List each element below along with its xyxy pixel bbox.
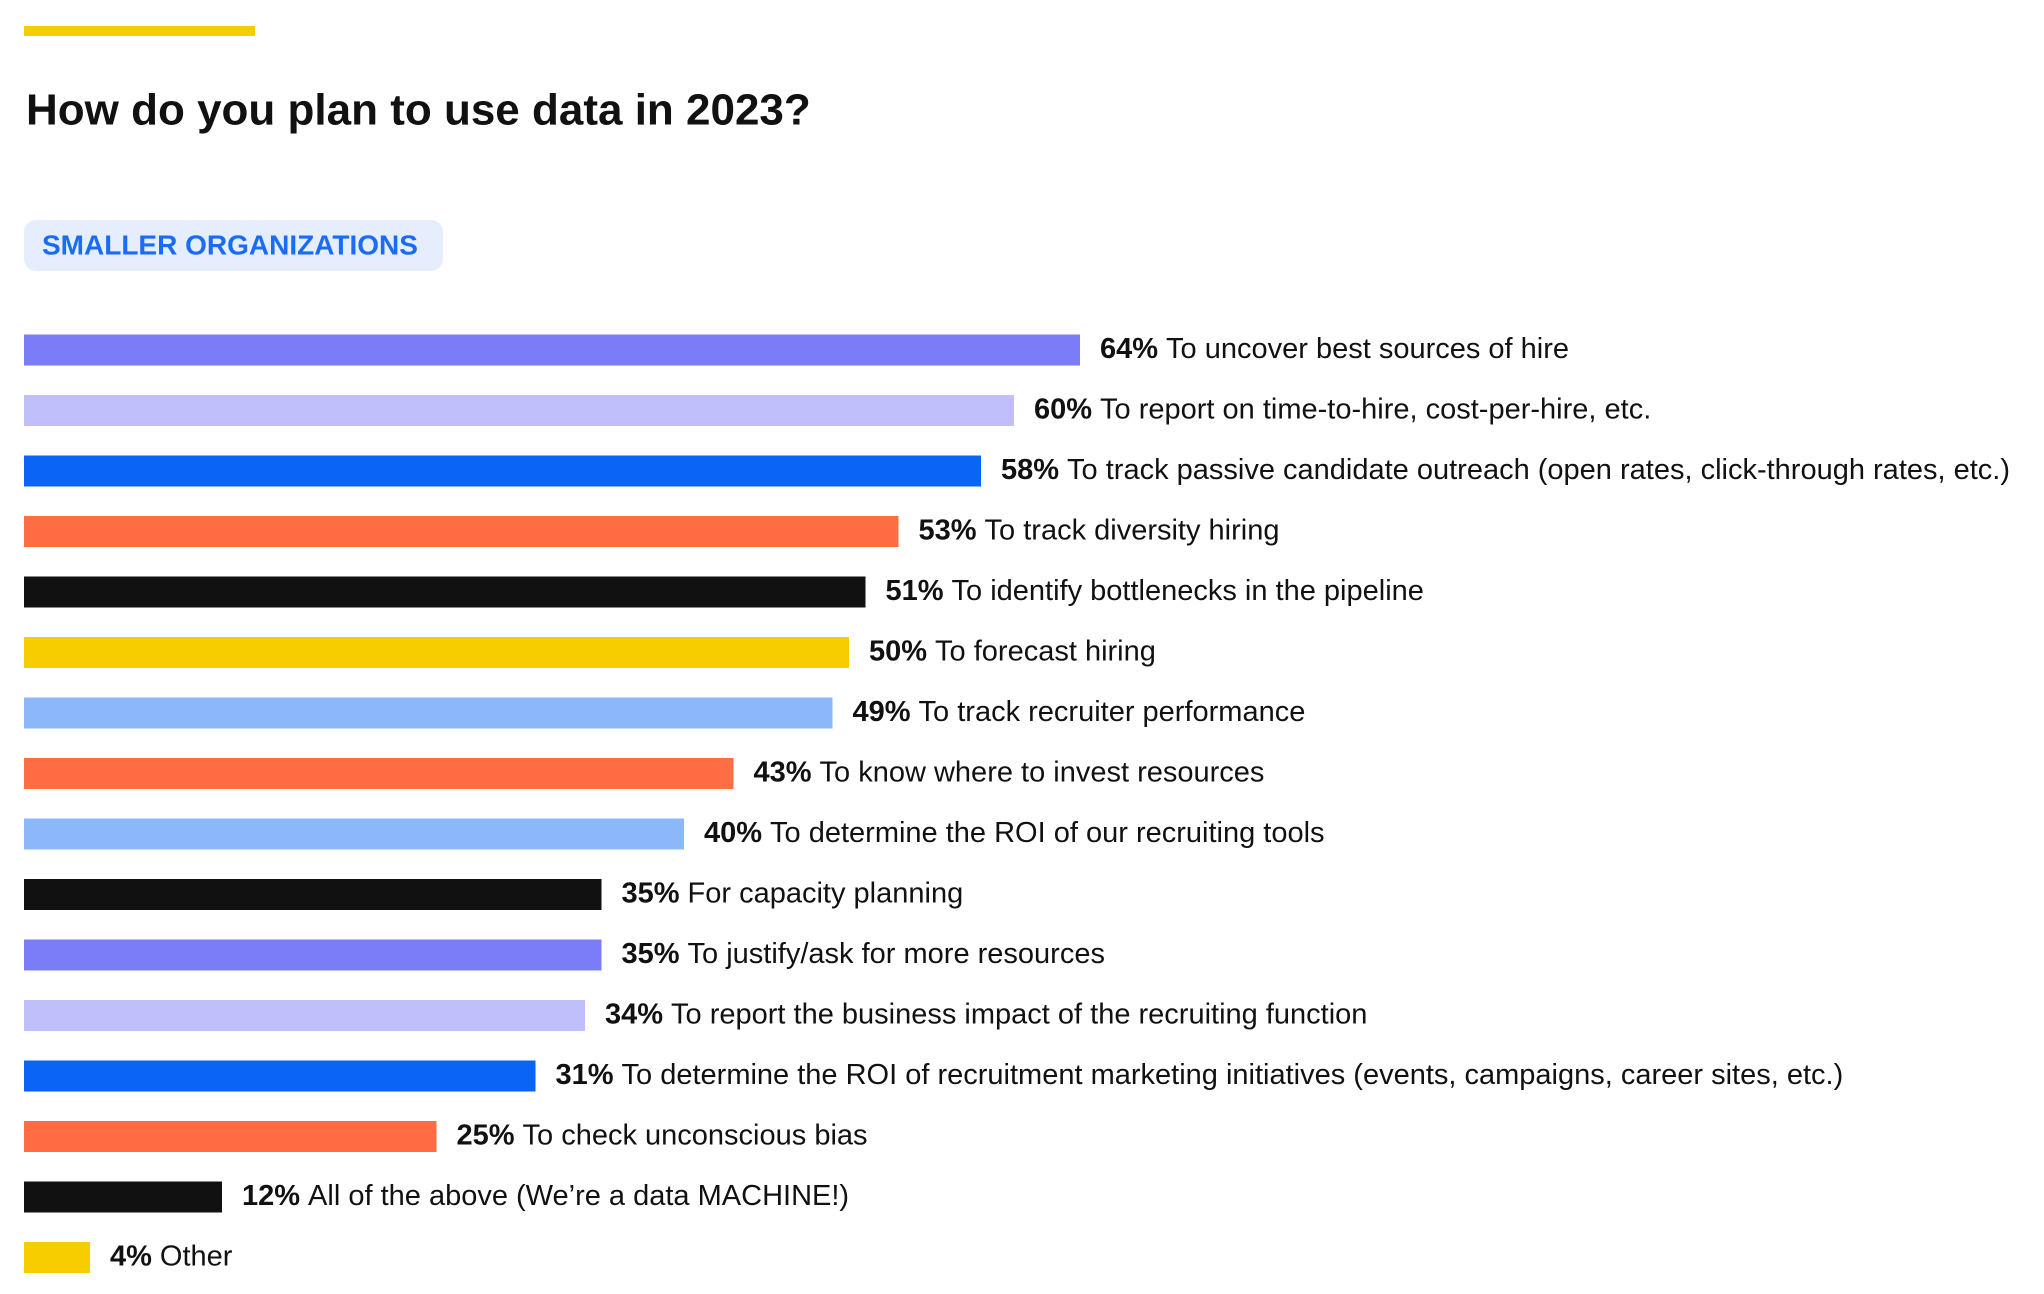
- value-label: 43%: [754, 756, 812, 788]
- bar: [24, 1000, 585, 1031]
- bar: [24, 576, 866, 608]
- category-label: To identify bottlenecks in the pipeline: [952, 575, 1424, 607]
- category-label: To know where to invest resources: [820, 756, 1265, 788]
- category-label: To check unconscious bias: [523, 1119, 868, 1151]
- category-label: Other: [160, 1240, 233, 1272]
- bar-label: 64% To uncover best sources of hire: [1100, 333, 1569, 365]
- bar-label: 58% To track passive candidate outreach (…: [1001, 454, 2010, 486]
- value-label: 25%: [457, 1119, 515, 1151]
- bar-label: 60% To report on time-to-hire, cost-per-h…: [1034, 393, 1651, 425]
- value-label: 34%: [605, 998, 663, 1030]
- bar-label: 34% To report the business impact of the …: [605, 998, 1367, 1030]
- value-label: 35%: [622, 938, 680, 970]
- subtitle: SMALLER ORGANIZATIONS: [42, 229, 418, 260]
- category-label: To justify/ask for more resources: [688, 938, 1105, 970]
- value-label: 50%: [869, 635, 927, 667]
- value-label: 35%: [622, 877, 680, 909]
- value-label: 49%: [853, 696, 911, 728]
- value-label: 53%: [919, 514, 977, 546]
- bar: [24, 455, 981, 487]
- value-label: 51%: [886, 575, 944, 607]
- bar-label: 49% To track recruiter performance: [853, 696, 1306, 728]
- bar-label: 12% All of the above (We’re a data MACHIN…: [242, 1180, 849, 1212]
- bar: [24, 1181, 222, 1213]
- bar: [24, 1242, 90, 1273]
- bar: [24, 1121, 437, 1152]
- bar-label: 40% To determine the ROI of our recruitin…: [704, 817, 1325, 849]
- bar: [24, 516, 899, 547]
- bar-label: 4% Other: [110, 1240, 233, 1272]
- bar-label: 50% To forecast hiring: [869, 635, 1156, 667]
- category-label: To track diversity hiring: [985, 514, 1280, 546]
- category-label: To track passive candidate outreach (ope…: [1067, 454, 2010, 486]
- value-label: 4%: [110, 1240, 152, 1272]
- bar: [24, 758, 734, 789]
- accent-line: [24, 26, 255, 36]
- category-label: To report the business impact of the rec…: [671, 998, 1367, 1030]
- bar-label: 31% To determine the ROI of recruitment m…: [556, 1059, 1844, 1091]
- bar-label: 53% To track diversity hiring: [919, 514, 1280, 546]
- bar-label: 25% To check unconscious bias: [457, 1119, 868, 1151]
- bar: [24, 395, 1014, 426]
- bar: [24, 334, 1080, 366]
- category-label: To forecast hiring: [935, 635, 1156, 667]
- category-label: To determine the ROI of recruitment mark…: [622, 1059, 1844, 1091]
- bar: [24, 1060, 536, 1092]
- value-label: 60%: [1034, 393, 1092, 425]
- bar: [24, 939, 602, 971]
- bar: [24, 637, 849, 668]
- bar-label: 35% For capacity planning: [622, 877, 964, 909]
- category-label: To uncover best sources of hire: [1166, 333, 1569, 365]
- category-label: All of the above (We’re a data MACHINE!): [308, 1180, 849, 1212]
- bar-label: 51% To identify bottlenecks in the pipeli…: [886, 575, 1424, 607]
- bar: [24, 879, 602, 910]
- value-label: 12%: [242, 1180, 300, 1212]
- chart-title: How do you plan to use data in 2023?: [26, 86, 811, 135]
- tag-pill: [24, 220, 443, 271]
- category-label: To track recruiter performance: [919, 696, 1306, 728]
- bar: [24, 818, 684, 850]
- value-label: 64%: [1100, 333, 1158, 365]
- value-label: 31%: [556, 1059, 614, 1091]
- bar: [24, 697, 833, 729]
- value-label: 58%: [1001, 454, 1059, 486]
- category-label: To determine the ROI of our recruiting t…: [770, 817, 1324, 849]
- bar-label: 43% To know where to invest resources: [754, 756, 1265, 788]
- category-label: For capacity planning: [688, 877, 964, 909]
- bar-label: 35% To justify/ask for more resources: [622, 938, 1105, 970]
- category-label: To report on time-to-hire, cost-per-hire…: [1100, 393, 1651, 425]
- value-label: 40%: [704, 817, 762, 849]
